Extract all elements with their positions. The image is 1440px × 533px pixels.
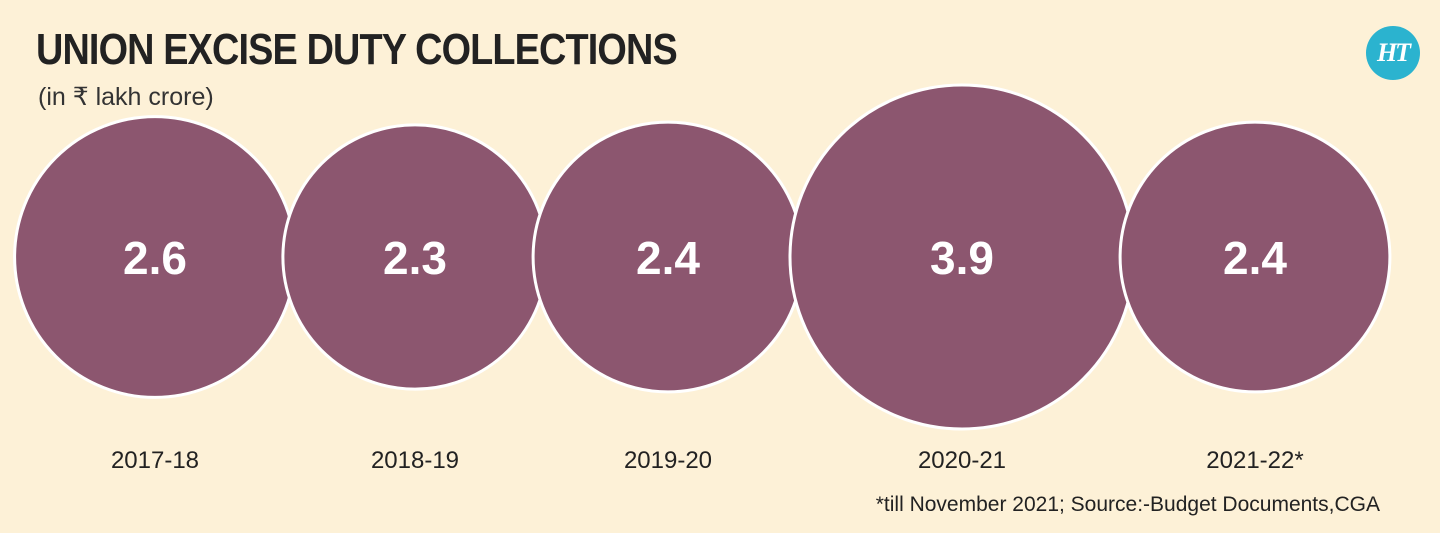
category-label: 2019-20 (624, 447, 712, 474)
category-label: 2020-21 (918, 447, 1006, 474)
category-label: 2021-22* (1206, 447, 1303, 474)
bubble-2021-22* (1118, 120, 1392, 394)
value-label: 3.9 (930, 232, 994, 284)
category-label: 2017-18 (111, 447, 199, 474)
value-label: 2.4 (1223, 232, 1287, 284)
value-label: 2.6 (123, 232, 187, 284)
chart-title: UNION EXCISE DUTY COLLECTIONS (36, 25, 678, 74)
value-label: 2.3 (383, 232, 447, 284)
category-label: 2018-19 (371, 447, 459, 474)
source-footnote: *till November 2021; Source:-Budget Docu… (875, 493, 1380, 516)
value-label: 2.4 (636, 232, 700, 284)
chart-subtitle: (in ₹ lakh crore) (38, 83, 214, 111)
ht-logo: HT (1366, 26, 1420, 80)
